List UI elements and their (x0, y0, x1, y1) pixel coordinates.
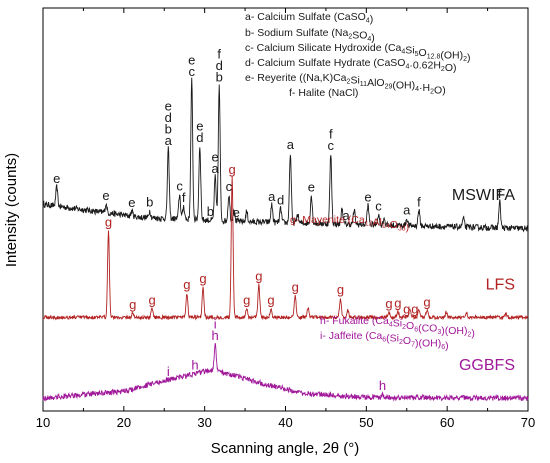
peak-label: g (255, 268, 262, 283)
peak-label: g (292, 280, 299, 295)
peak-label: f (329, 127, 333, 142)
peak-label: a (212, 161, 220, 176)
peak-label: d (216, 58, 223, 73)
y-axis-label: Intensity (counts) (3, 153, 20, 267)
peak-label: a (268, 189, 276, 204)
peak-label: c (176, 179, 183, 194)
phase-legend-entry: g- Mayenite (Ca12Al14O33) (290, 214, 409, 234)
peak-label: g (243, 293, 250, 308)
peak-label: g (129, 297, 136, 312)
series-line-mswifa (42, 77, 529, 233)
peak-label: e (188, 53, 195, 68)
peak-label: a (343, 208, 351, 223)
peak-label: g (423, 294, 430, 309)
peak-label: g (199, 271, 206, 286)
peak-label: g (337, 282, 344, 297)
peak-label: e (128, 195, 135, 210)
peak-label: a (403, 203, 411, 218)
peak-label: f (217, 47, 221, 62)
peak-label: e (308, 179, 315, 194)
x-tick-label: 10 (36, 415, 50, 430)
peak-label: i (167, 364, 170, 379)
peak-label: g (105, 214, 112, 229)
series-name-lfs: LFS (486, 277, 515, 294)
peak-label: e (102, 188, 109, 203)
x-tick-label: 20 (117, 415, 131, 430)
peak-label: g (229, 162, 236, 177)
x-axis: 10 20 30 40 50 60 70 (36, 8, 535, 430)
series-layer (42, 77, 529, 402)
peak-label: b (216, 70, 223, 85)
peak-label: g (183, 277, 190, 292)
phase-legend-entry: b- Sodium Sulfate (Na2SO4) (245, 27, 375, 44)
peak-label: g (403, 301, 410, 316)
phase-legend: a- Calcium Sulfate (CaSO4)b- Sodium Sulf… (245, 11, 475, 352)
x-tick-label: 30 (197, 415, 211, 430)
peak-label: f (417, 194, 421, 209)
peak-label: h (212, 328, 219, 343)
x-tick-label: 70 (521, 415, 535, 430)
peak-label: d (277, 193, 284, 208)
peak-label: e (212, 149, 219, 164)
peak-label: c (188, 64, 195, 79)
peak-label: g (394, 295, 401, 310)
phase-legend-entry: c- Calcium Silicate Hydroxide (Ca4Si5O12… (245, 42, 471, 64)
phase-legend-entry: i- Jaffeite (Ca6(Si2O7)(OH)6) (320, 330, 449, 352)
peak-label: e (53, 171, 60, 186)
peak-label: g (267, 293, 274, 308)
peak-label: h (379, 378, 386, 393)
series-line-ggbfs (42, 343, 529, 402)
peak-label: a (287, 137, 295, 152)
x-tick-label: 60 (440, 415, 454, 430)
phase-legend-entry: f- Halite (NaCl) (289, 87, 358, 99)
phase-legend-entry: d- Calcium Sulfate Hydrate (CaSO4·0.62H2… (245, 57, 456, 74)
series-line-lfs (42, 176, 529, 321)
peak-label: c (375, 199, 382, 214)
peak-label: b (207, 204, 214, 219)
phase-legend-entry: e- Reyerite ((Na,K)Ca2Si11AlO29(OH)4·H2O… (245, 72, 446, 97)
peak-label: b (146, 195, 153, 210)
x-axis-label: Scanning angle, 2θ (°) (211, 440, 360, 457)
phase-legend-entry: a- Calcium Sulfate (CaSO4) (245, 11, 373, 26)
peak-label: g (411, 301, 418, 316)
peak-label: e (196, 118, 203, 133)
series-name-mswifa: MSWIFA (452, 187, 515, 204)
peak-label: d (165, 110, 172, 125)
x-tick-label: 40 (278, 415, 292, 430)
peak-label: a (165, 133, 173, 148)
peak-label: g (149, 293, 156, 308)
peak-label: f (182, 190, 186, 205)
series-name-ggbfs: GGBFS (459, 357, 515, 374)
peak-label: e (233, 205, 240, 220)
peak-label: b (165, 121, 172, 136)
peak-label: e (165, 98, 172, 113)
peak-label: f (498, 186, 502, 201)
x-tick-label: 50 (359, 415, 373, 430)
peak-label: g (385, 296, 392, 311)
phase-legend-entry: h- Fukalite (Ca4Si2O6(CO3)(OH)2) (320, 315, 475, 340)
peak-label: c (328, 138, 335, 153)
peak-label: c (226, 179, 233, 194)
peak-label: i (214, 317, 217, 332)
peak-label: d (196, 130, 203, 145)
peak-label: h (191, 358, 198, 373)
peak-label: e (364, 190, 371, 205)
series-name-labels: MSWIFA LFS GGBFS (452, 187, 515, 374)
